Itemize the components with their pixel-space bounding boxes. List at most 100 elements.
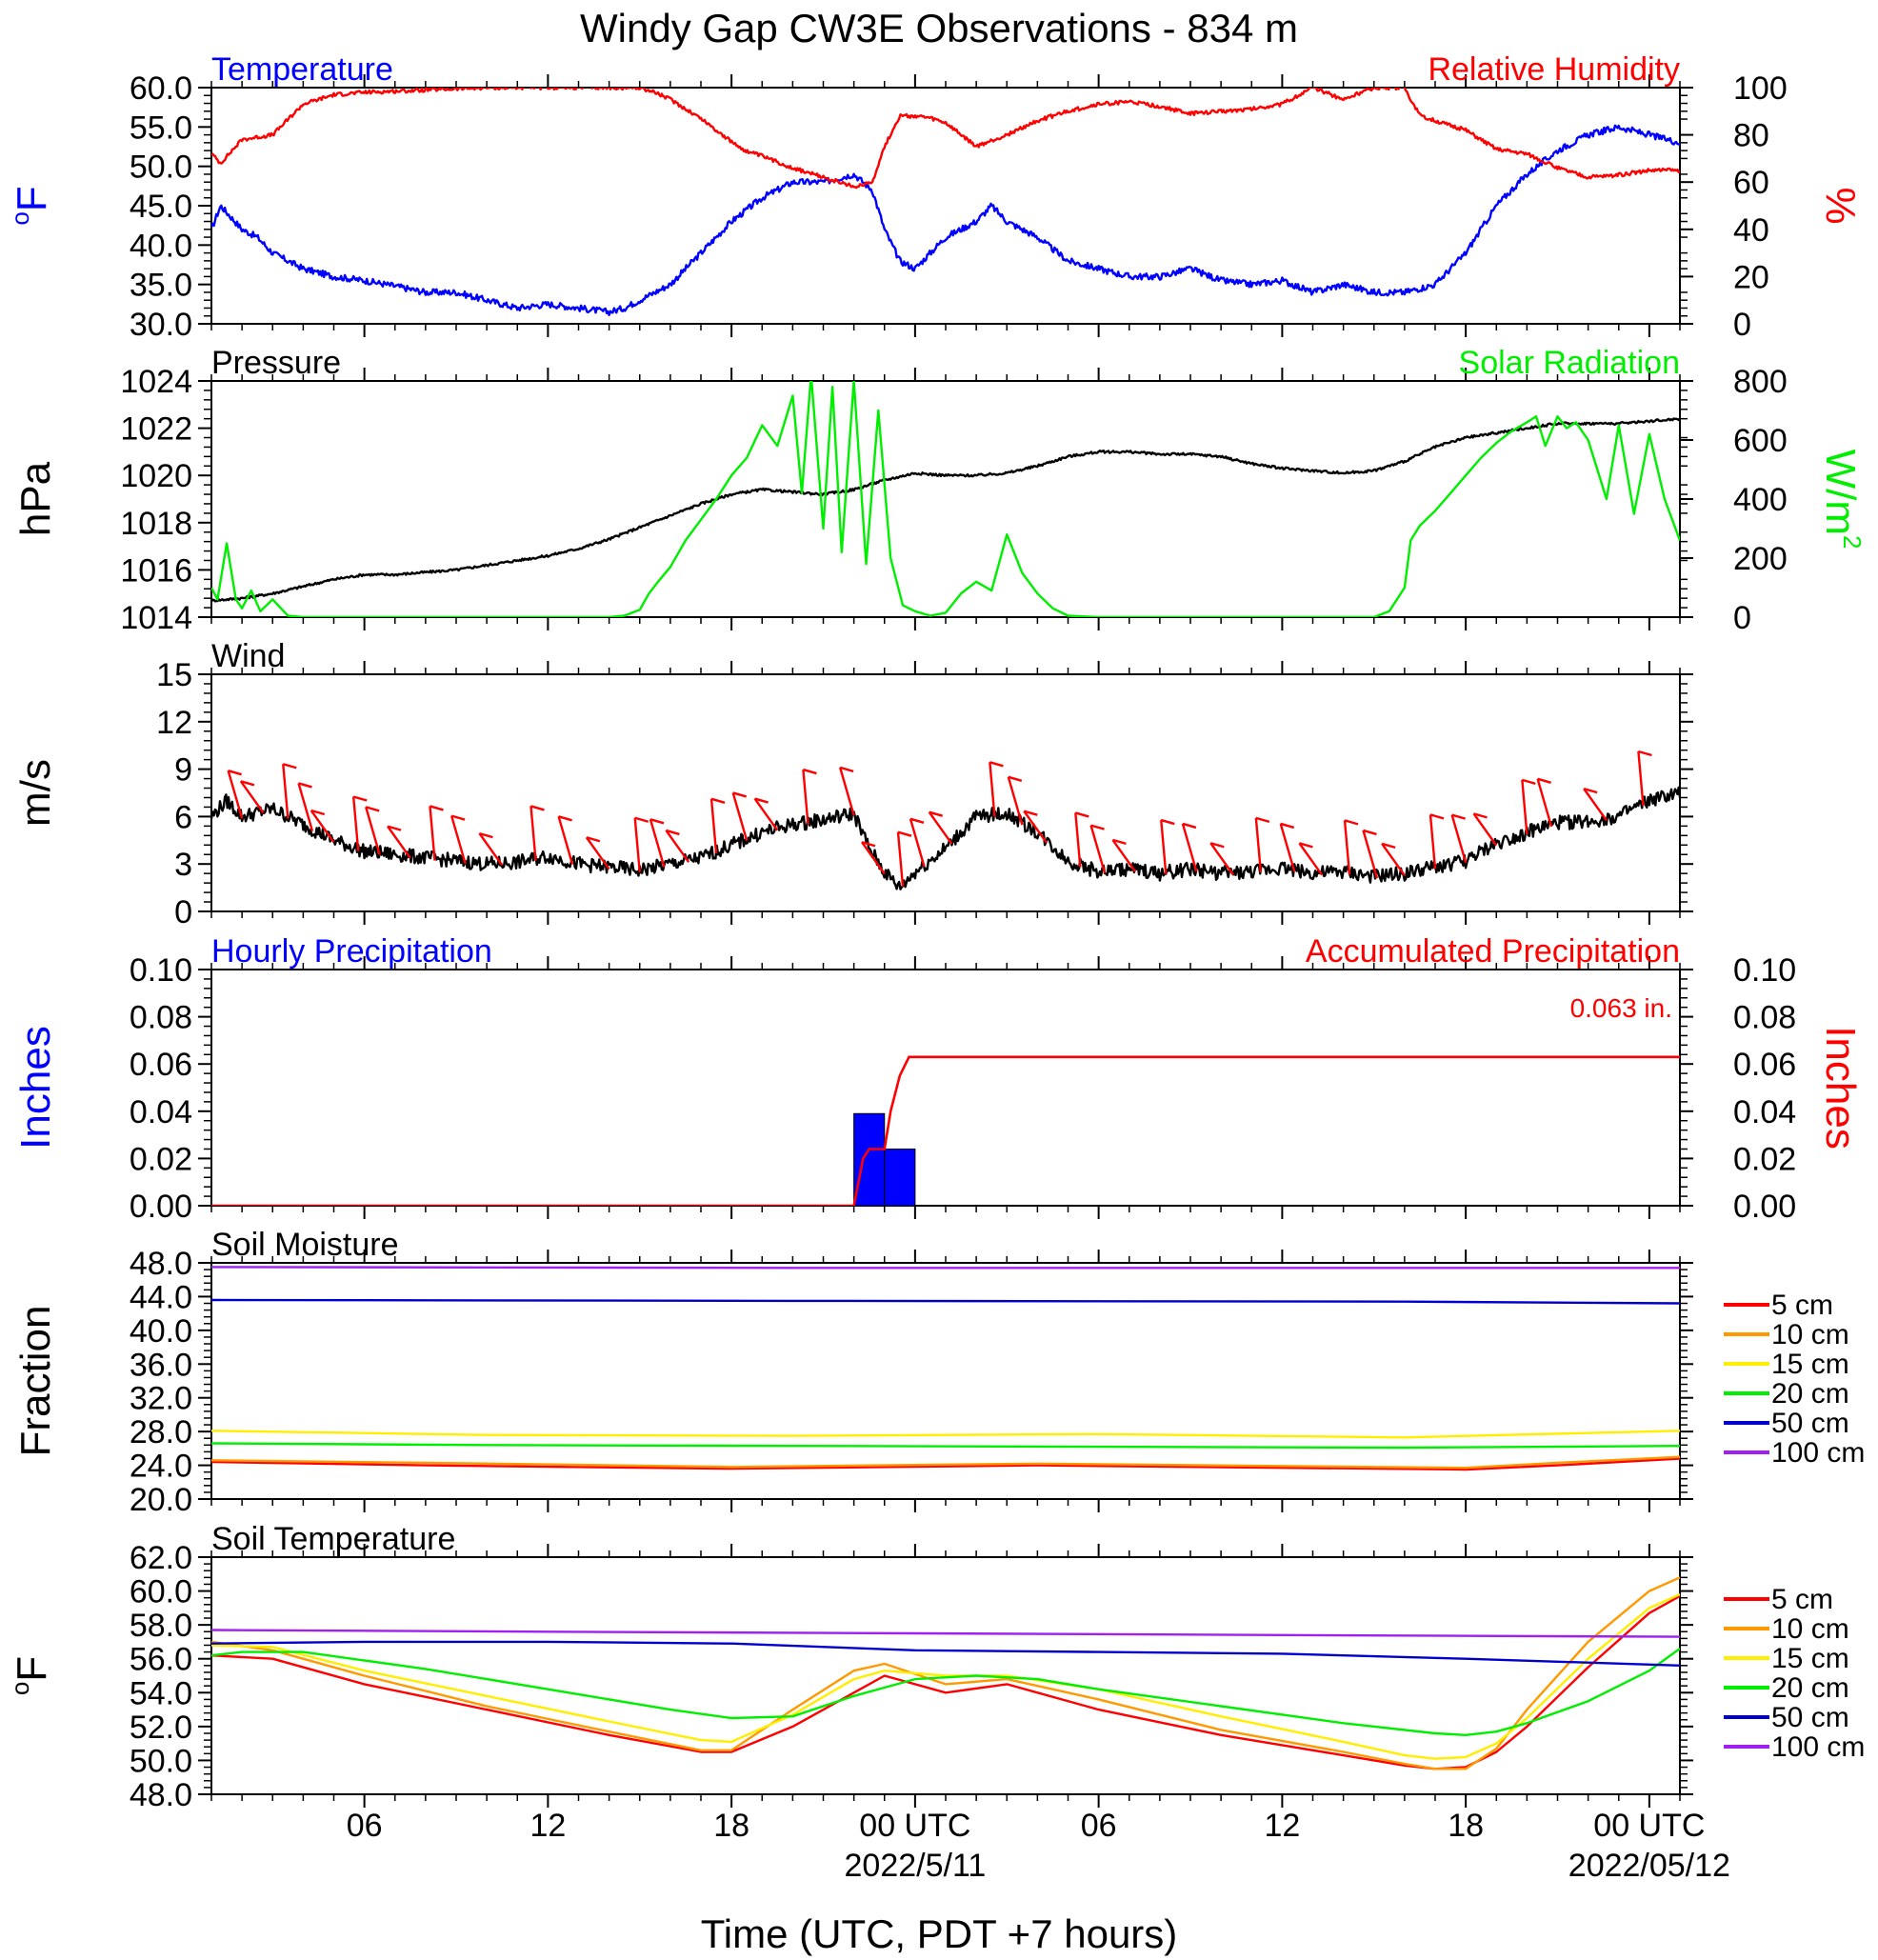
wind-barb-flag (228, 770, 242, 776)
panel-left-title: Soil Moisture (211, 1227, 399, 1263)
time-axis: 06 12 18 00 UTC 2022/5/11 06 12 18 00 UTC 2022/05… (347, 1808, 1730, 1884)
wind-barb-staff (896, 831, 905, 887)
series-line-5-cm (211, 1594, 1680, 1770)
x-axis-label: Time (UTC, PDT +7 hours) (701, 1911, 1178, 1956)
wind-barb-flag (298, 782, 312, 789)
wind-barb-flag (649, 818, 665, 825)
wind-barb-flag (1429, 813, 1445, 820)
wind-barb-flag (1299, 842, 1313, 849)
wind-barb-staff (1007, 776, 1024, 826)
wind-barb-flag (530, 805, 545, 811)
wind-barb-staff (429, 806, 436, 861)
right-tick-label: 200 (1733, 541, 1788, 577)
panel-left-title: Wind (211, 638, 285, 674)
chart-title: Windy Gap CW3E Observations - 834 m (580, 6, 1298, 50)
right-tick-label: 60 (1733, 165, 1769, 201)
wind-barb-staff (1381, 843, 1406, 876)
legend-label: 10 cm (1771, 1319, 1849, 1350)
wind-barb-flag (1112, 838, 1127, 846)
wind-barb-staff (1089, 825, 1107, 874)
time-tick-label: 06 (347, 1808, 383, 1844)
wind-barb-staff (1023, 810, 1048, 844)
panel-left-title: Hourly Precipitation (211, 933, 492, 970)
left-tick-label: 55.0 (130, 110, 192, 146)
wind-barb-staff (1362, 830, 1379, 879)
left-tick-label: 52.0 (130, 1710, 192, 1746)
left-tick-label: 0.10 (130, 952, 192, 989)
wind-barb-staff (239, 780, 265, 814)
wind-barb-staff (1298, 842, 1324, 876)
series-line-relative-humidity (211, 88, 1680, 190)
left-tick-label: 12 (156, 705, 192, 741)
wind-barb-flag (1473, 812, 1488, 819)
left-axis-label: Fraction (12, 1306, 59, 1457)
accumulated-total-note: 0.063 in. (1570, 993, 1672, 1023)
legend-label: 20 cm (1771, 1672, 1849, 1704)
left-tick-label: 44.0 (130, 1279, 192, 1315)
left-tick-label: 35.0 (130, 268, 192, 304)
wind-barb-staff (1209, 842, 1234, 876)
wind-barb-staff (1343, 820, 1351, 875)
wind-barb-flag (310, 809, 326, 816)
plot-area (211, 750, 1680, 890)
wind-barb-staff (753, 797, 779, 831)
wind-barb-staff (1160, 819, 1168, 875)
series-line-100-cm (211, 1629, 1680, 1638)
panel-soil_temp: 48.050.052.054.056.058.060.062.0 Soil Tem… (6, 1521, 1865, 1813)
series-line-pressure (211, 417, 1680, 603)
accumulated-precip-line (211, 1055, 1680, 1206)
right-tick-label: 80 (1733, 118, 1769, 154)
left-tick-label: 1018 (120, 506, 192, 542)
series-line-solar-radiation (211, 381, 1680, 617)
wind-barb-flag (1280, 822, 1295, 830)
wind-barb-staff (351, 796, 360, 851)
legend-label: 20 cm (1771, 1378, 1849, 1410)
left-tick-label: 60.0 (130, 70, 192, 107)
wind-barb-flag (839, 766, 854, 773)
wind-barb-flag (1363, 829, 1377, 836)
wind-barb-staff (928, 810, 953, 845)
right-tick-label: 0 (1733, 307, 1751, 343)
left-axis-label-text: oF (6, 186, 55, 225)
wind-barb-staff (1181, 823, 1198, 872)
series-line-5-cm (211, 1457, 1680, 1471)
left-tick-label: 0.06 (130, 1047, 192, 1083)
wind-barb-staff (1637, 750, 1645, 807)
wind-barb-flag (450, 814, 466, 821)
wind-barb-flag (710, 797, 726, 804)
series-line-15-cm (211, 1430, 1680, 1439)
wind-barb-staff (282, 764, 290, 819)
wind-barb-staff (1279, 823, 1296, 872)
legend-label: 100 cm (1771, 1437, 1865, 1469)
series-line-10-cm (211, 1455, 1680, 1470)
wind-barb-flag (929, 810, 943, 817)
right-tick-label: 0 (1733, 600, 1751, 636)
time-tick-label: 18 (1448, 1808, 1484, 1844)
wind-barb-flag (1008, 775, 1023, 782)
right-tick-label: 600 (1733, 423, 1788, 459)
wind-barb-staff (365, 807, 381, 855)
wind-barb-flag (1638, 750, 1652, 757)
right-tick-label: 0.06 (1733, 1047, 1796, 1083)
left-tick-label: 1022 (120, 411, 192, 448)
left-tick-label: 32.0 (130, 1381, 192, 1417)
left-axis-label: oF (6, 1656, 55, 1695)
left-tick-label: 3 (174, 847, 192, 883)
left-tick-label: 1016 (120, 552, 192, 589)
panel-left-title: Pressure (211, 345, 341, 381)
left-tick-label: 1020 (120, 458, 192, 494)
left-tick-label: 9 (174, 752, 192, 789)
time-tick-label: 12 (529, 1808, 566, 1844)
left-tick-label: 6 (174, 799, 192, 835)
wind-barb-staff (649, 818, 666, 868)
panel-right-title: Accumulated Precipitation (1306, 933, 1680, 970)
left-tick-label: 0 (174, 894, 192, 930)
series-line-50-cm (211, 1298, 1680, 1305)
wind-barb-staff (1536, 778, 1553, 828)
wind-barb-flag (1255, 816, 1270, 824)
right-tick-label: 0.10 (1733, 952, 1796, 989)
plot-frame (210, 673, 1681, 912)
series-line-50-cm (211, 1640, 1680, 1667)
wind-barb-staff (909, 818, 926, 868)
wind-barb-flag (430, 805, 444, 811)
